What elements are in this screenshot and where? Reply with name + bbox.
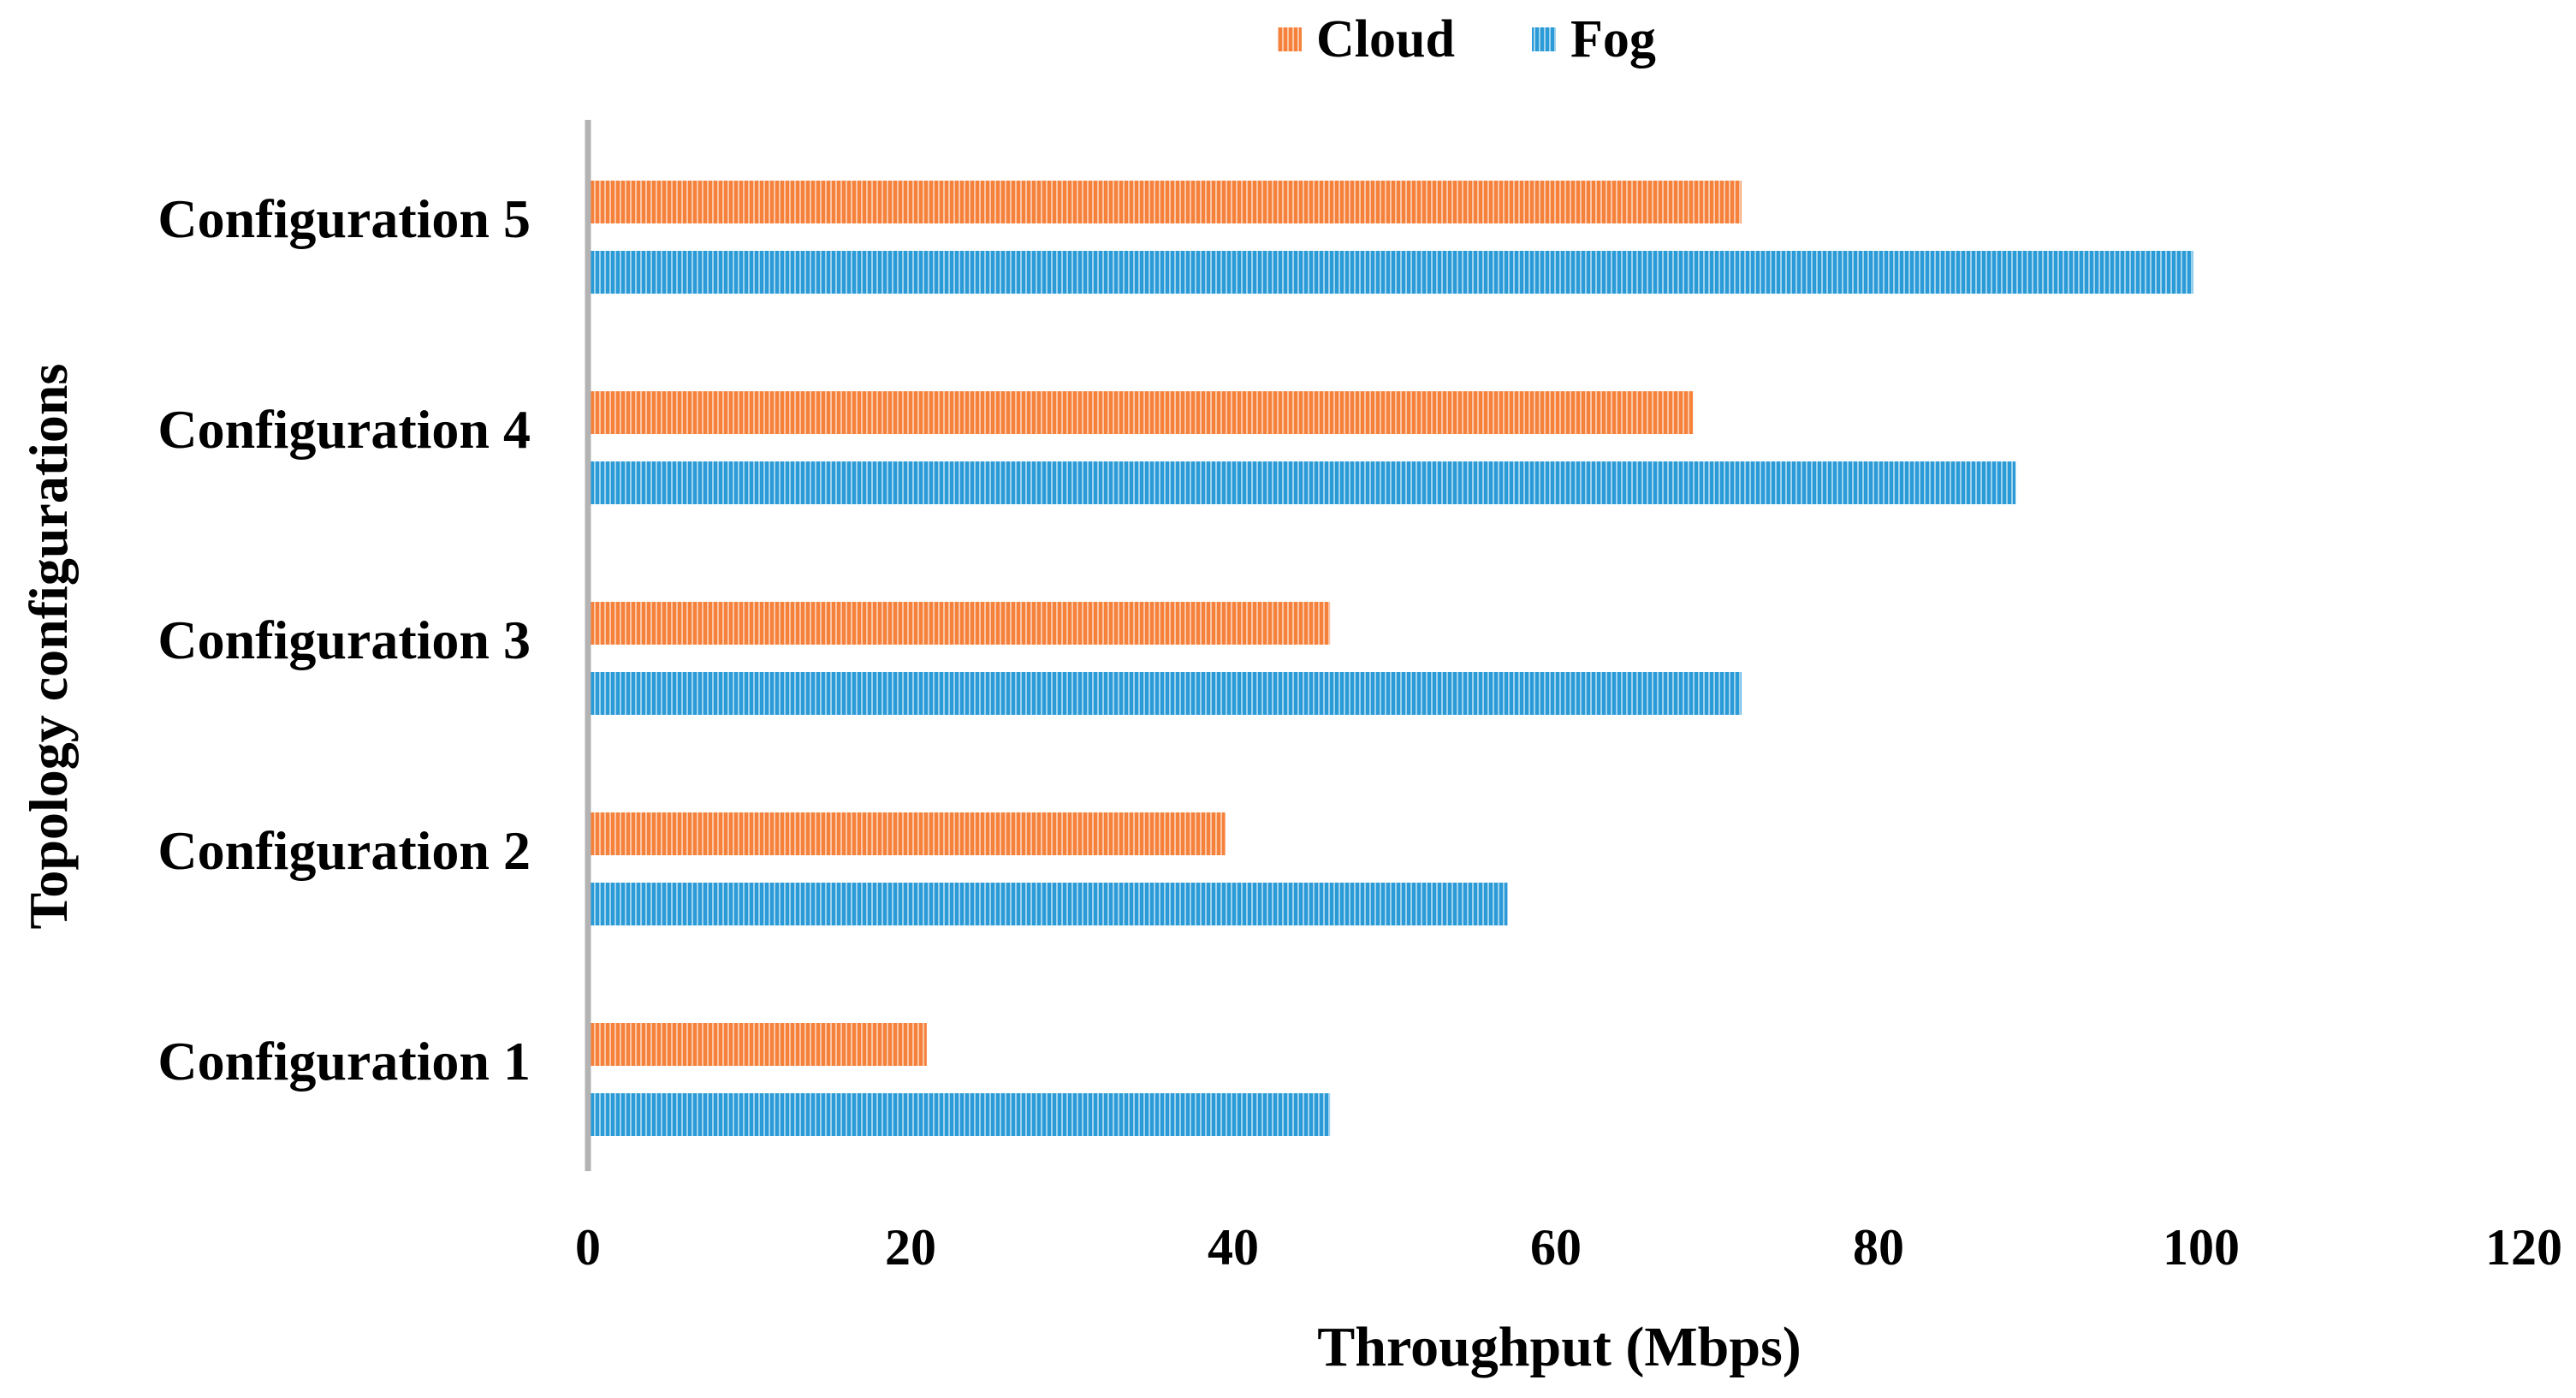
legend: Cloud Fog [1278,10,1656,68]
bar-fog-config-1 [588,1093,1331,1136]
bars-group [588,181,2193,1136]
bar-cloud-config-3 [588,602,1331,645]
legend-label-cloud: Cloud [1316,10,1455,68]
bar-fog-config-2 [588,883,1508,925]
bar-cloud-config-5 [588,181,1742,223]
x-tick-label-40: 40 [1208,1219,1259,1276]
y-tick-label-config-3: Configuration 3 [157,610,531,670]
y-axis-title: Topology configurations [18,364,79,930]
x-axis-title: Throughput (Mbps) [1317,1316,1801,1378]
legend-label-fog: Fog [1570,10,1656,68]
x-tick-label-20: 20 [885,1219,936,1276]
y-tick-label-config-4: Configuration 4 [157,399,531,460]
x-tick-label-120: 120 [2485,1219,2562,1276]
y-tick-label-config-1: Configuration 1 [157,1031,531,1092]
x-tick-labels: 0 20 40 60 80 100 120 [575,1219,2562,1276]
y-tick-labels: Configuration 1 Configuration 2 Configur… [157,188,531,1092]
bar-cloud-config-2 [588,812,1226,855]
bar-fog-config-3 [588,672,1742,715]
bar-cloud-config-1 [588,1023,927,1066]
bar-fog-config-5 [588,251,2193,294]
y-tick-label-config-2: Configuration 2 [157,820,531,881]
x-tick-label-60: 60 [1530,1219,1582,1276]
bar-cloud-config-4 [588,391,1694,434]
x-tick-label-80: 80 [1853,1219,1904,1276]
x-tick-label-100: 100 [2163,1219,2240,1276]
legend-swatch-fog [1532,27,1556,51]
legend-swatch-cloud [1278,27,1302,51]
y-tick-label-config-5: Configuration 5 [157,188,531,249]
bar-fog-config-4 [588,461,2016,504]
x-tick-label-0: 0 [575,1219,601,1276]
